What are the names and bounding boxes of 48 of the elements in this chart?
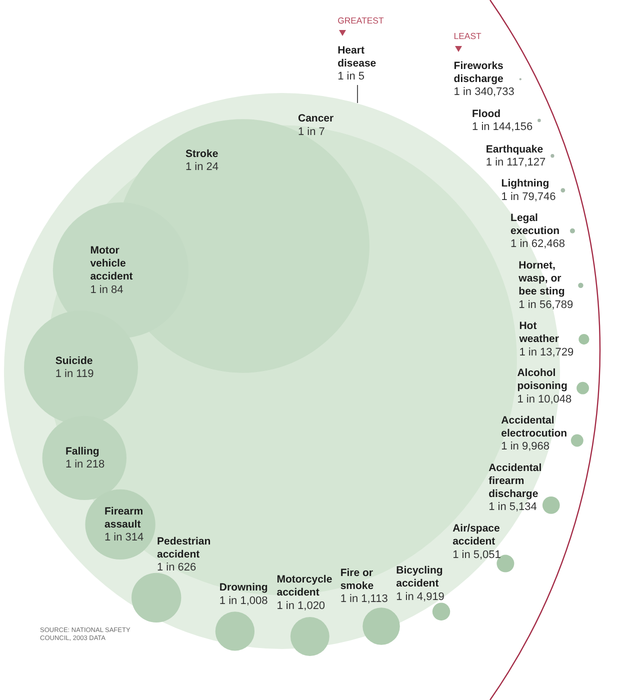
data-label: 1 in 1,020 [276,600,326,612]
data-label: 1 in 144,156 [472,120,533,133]
category-label: Lightning [501,178,550,190]
data-label: 1 in 13,729 [519,346,574,358]
category-label: Firearm assault [104,505,144,530]
data-label: 1 in 7 [298,126,325,138]
category-label: Drowning [219,582,268,594]
data-label: 1 in 117,127 [486,156,546,168]
data-label: 1 in 5,051 [452,548,501,561]
text: GREATEST [338,15,384,26]
data-label: 1 in 9,968 [501,440,550,452]
category-label: Bicycling accident [396,564,443,590]
category-label: Motorcycle accident [276,574,332,599]
data-label: 1 in 218 [65,458,105,470]
category-label: Flood [472,108,501,120]
data-label: 1 in 79,746 [501,190,556,203]
data-label: 1 in 626 [157,562,196,574]
category-label: Pedestrian accident [157,535,211,560]
data-label: 1 in 314 [104,531,144,544]
category-label: Fire or smoke [340,566,374,592]
data-label: 1 in 4,919 [396,590,444,603]
category-label: Accidental electrocution [501,414,568,440]
category-label: Fireworks discharge [454,60,504,86]
category-label: Stroke [185,148,218,160]
data-label: 1 in 5,134 [488,501,537,514]
data-label: 1 in 5 [338,70,365,83]
text: LEAST [454,31,482,42]
data-label: 1 in 1,008 [219,594,268,607]
category-label: Legal execution [510,212,560,237]
category-label: Suicide [55,354,93,367]
category-label: Earthquake [486,143,544,156]
category-label: Accidental firearm discharge [488,462,542,500]
category-label: Hornet, wasp, or bee sting [518,260,565,298]
category-label: Hot weather [518,320,559,346]
data-label: 1 in 62,468 [510,238,565,250]
data-label: 1 in 84 [90,284,124,296]
category-label: Air/space accident [452,522,500,548]
category-label: Falling [65,445,100,458]
data-label: 1 in 1,113 [340,593,388,606]
data-label: 1 in 340,733 [454,86,514,98]
category-label: Cancer [298,112,334,125]
category-label: Motor vehicle accident [90,244,134,283]
data-label: 1 in 119 [55,368,94,380]
category-label: Alcohol poisoning [517,367,568,392]
data-label: 1 in 24 [185,161,219,174]
data-label: 1 in 10,048 [517,393,572,406]
category-label: Heart disease [338,44,376,70]
data-label: 1 in 56,789 [518,298,574,311]
